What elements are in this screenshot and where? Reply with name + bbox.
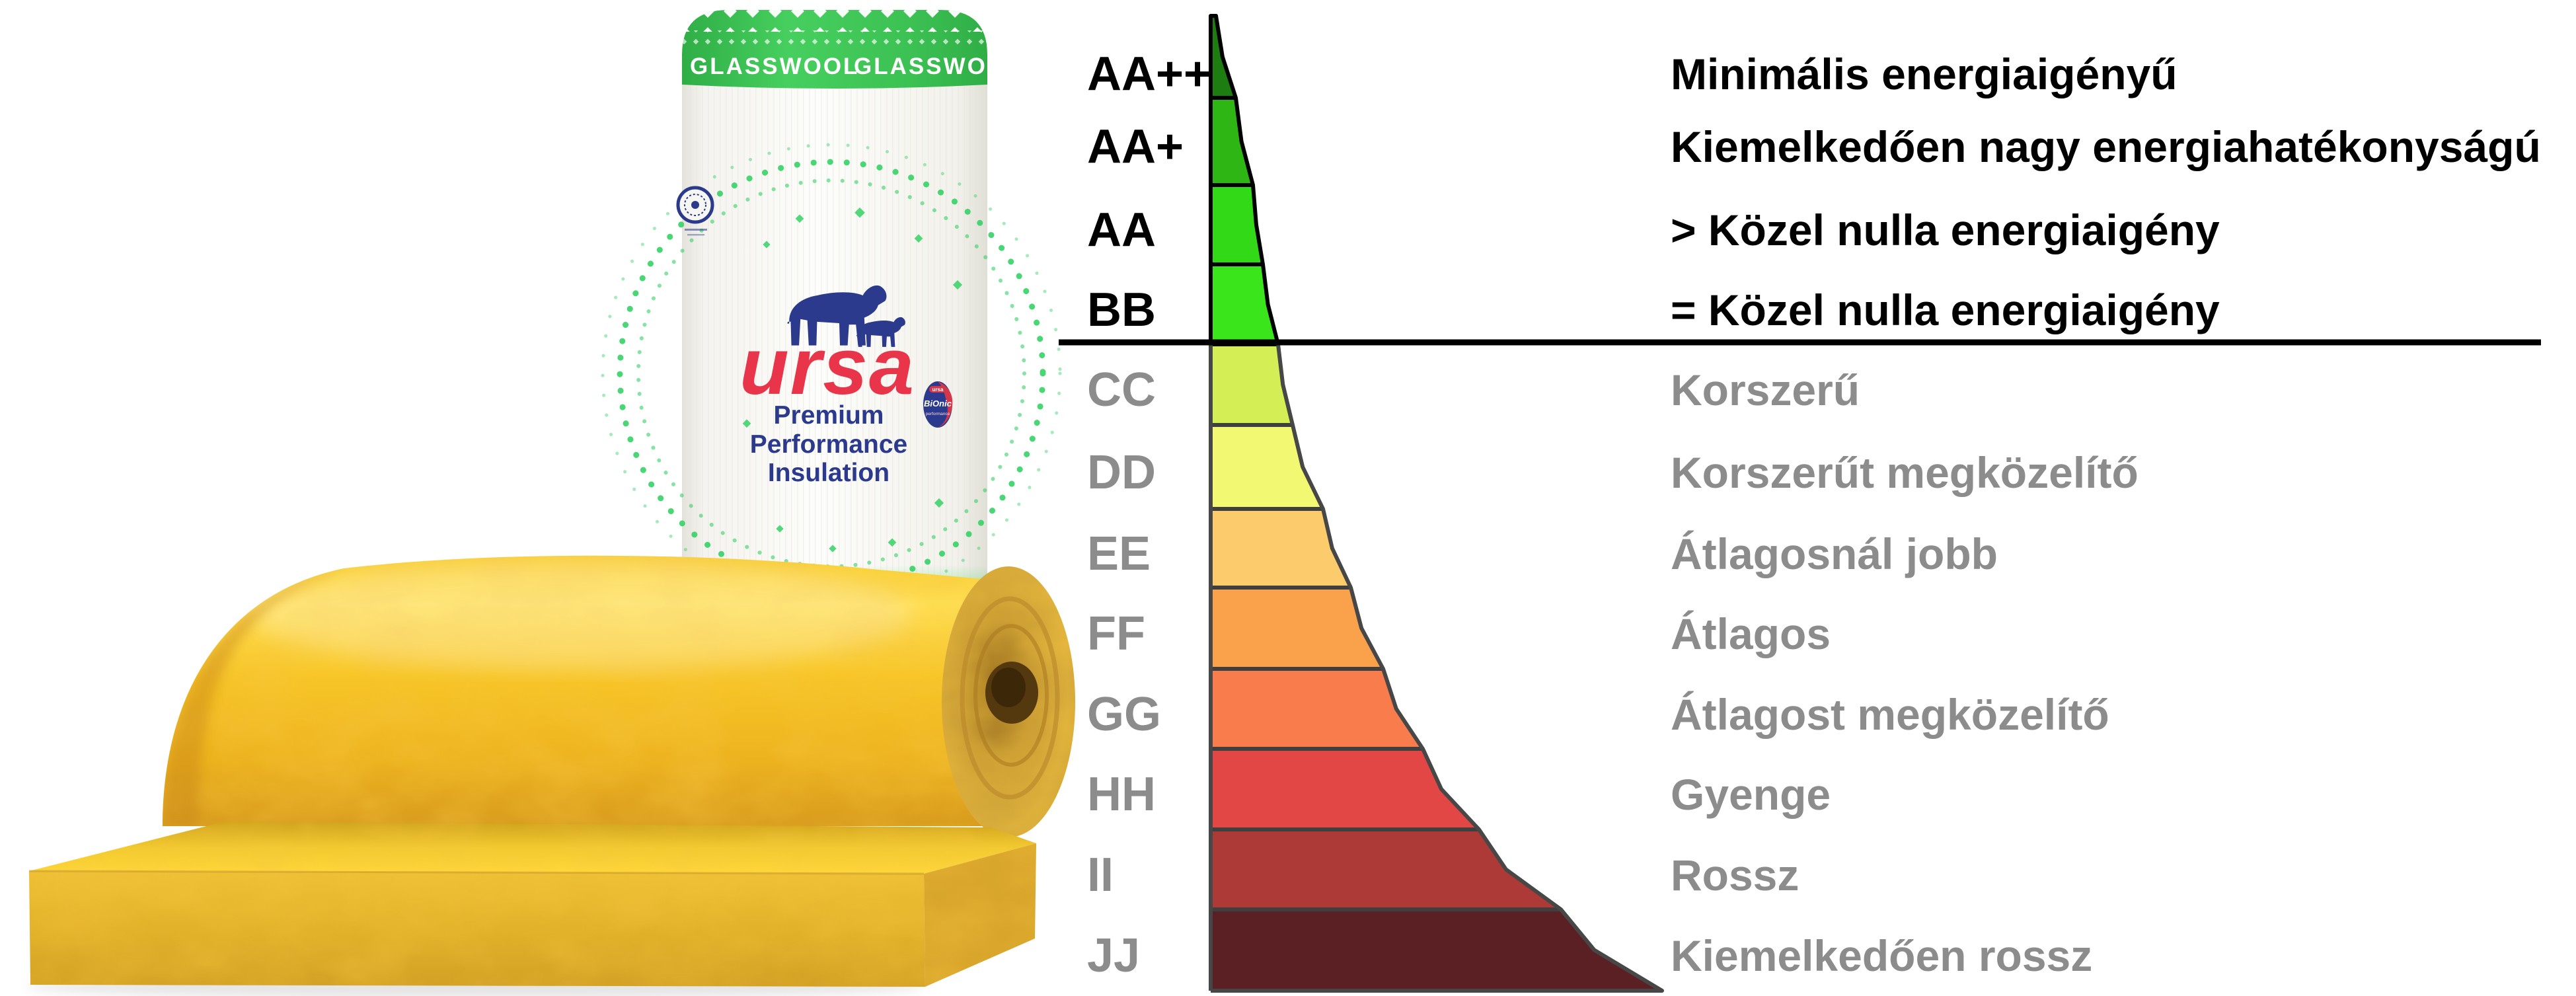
roll-spiral-inner xyxy=(973,624,1049,767)
band-HH xyxy=(1211,749,1479,829)
band-BB xyxy=(1211,264,1278,344)
product-photo-ursa-glasswool: GLASSWOOL GLASSWOOL xyxy=(26,10,1075,996)
rating-code-DD: DD xyxy=(1087,445,1156,499)
rating-description-CC: Korszerű xyxy=(1671,365,1860,414)
rating-description-II: Rossz xyxy=(1671,850,1799,900)
rating-code-II: II xyxy=(1087,848,1114,901)
band-CC xyxy=(1211,344,1293,425)
rating-description-FF: Átlagos xyxy=(1671,609,1831,658)
badge-ursa-text: ursa xyxy=(932,387,944,393)
roll-core-hole-inner xyxy=(991,668,1026,707)
rating-code-HH: HH xyxy=(1087,768,1156,821)
slab-edge-line xyxy=(28,870,925,875)
tagline-premium: Premium xyxy=(774,401,884,430)
rating-code-AA: AA xyxy=(1087,204,1156,256)
band-EE xyxy=(1211,509,1351,588)
curve-outline xyxy=(1209,14,1281,344)
certification-seal-icon xyxy=(676,186,714,236)
package-glasswool-text-right: GLASSWOOL xyxy=(854,54,1023,79)
insulation-slab xyxy=(26,822,1036,996)
polar-bears-logo-icon xyxy=(787,285,905,347)
band-FF xyxy=(1211,588,1383,669)
roll-spiral-outer xyxy=(960,596,1060,800)
band-JJ xyxy=(1211,909,1662,991)
band-AA++ xyxy=(1211,16,1236,98)
rating-description-JJ: Kiemelkedően rossz xyxy=(1671,931,2093,980)
rating-description-DD: Korszerűt megközelítő xyxy=(1671,447,2139,497)
package-glasswool-text-left: GLASSWOOL xyxy=(690,54,859,79)
badge-performance-text: performance xyxy=(926,412,950,416)
package-diamond-row-large xyxy=(682,10,987,32)
bionic-badge-icon: ursa BiOnic performance xyxy=(923,381,953,428)
rating-code-BB: BB xyxy=(1087,283,1156,336)
insulation-roll xyxy=(163,555,1075,837)
tagline-insulation: Insulation xyxy=(768,459,890,487)
rating-code-FF: FF xyxy=(1087,607,1145,660)
package-tagline: Premium Performance Insulation xyxy=(750,401,907,487)
rating-description-AA+: Kiemelkedően nagy energiahatékonyságú xyxy=(1671,122,2541,171)
rating-description-BB: = Közel nulla energiaigény xyxy=(1671,285,2220,334)
rating-description-AA: > Közel nulla energiaigény xyxy=(1671,206,2220,254)
package-diamond-row-small xyxy=(682,30,987,45)
ursa-brand-logo-text: ursa xyxy=(739,321,915,411)
roll-left-shading xyxy=(163,568,344,826)
band-AA+ xyxy=(1211,98,1253,185)
rating-code-AA+: AA+ xyxy=(1087,120,1184,173)
rating-code-AA++: AA++ xyxy=(1087,48,1212,100)
rating-code-GG: GG xyxy=(1087,687,1162,741)
band-GG xyxy=(1211,669,1423,749)
package-wrap-striations xyxy=(682,10,987,668)
rating-code-EE: EE xyxy=(1087,527,1151,580)
slab-texture xyxy=(29,822,1036,987)
rating-description-GG: Átlagost megközelítő xyxy=(1671,689,2109,739)
band-AA xyxy=(1211,185,1263,264)
roll-top-highlight xyxy=(251,558,912,671)
tagline-performance: Performance xyxy=(750,430,907,459)
band-DD xyxy=(1211,425,1323,509)
curve-outline xyxy=(1209,344,1664,993)
rating-description-EE: Átlagosnál jobb xyxy=(1671,529,1998,578)
rating-description-HH: Gyenge xyxy=(1671,770,1831,819)
rating-code-CC: CC xyxy=(1087,364,1156,416)
rating-description-AA++: Minimális energiaigényű xyxy=(1671,50,2178,98)
band-II xyxy=(1211,829,1561,909)
rating-code-JJ: JJ xyxy=(1087,929,1141,982)
badge-bionic-text: BiOnic xyxy=(924,399,952,408)
